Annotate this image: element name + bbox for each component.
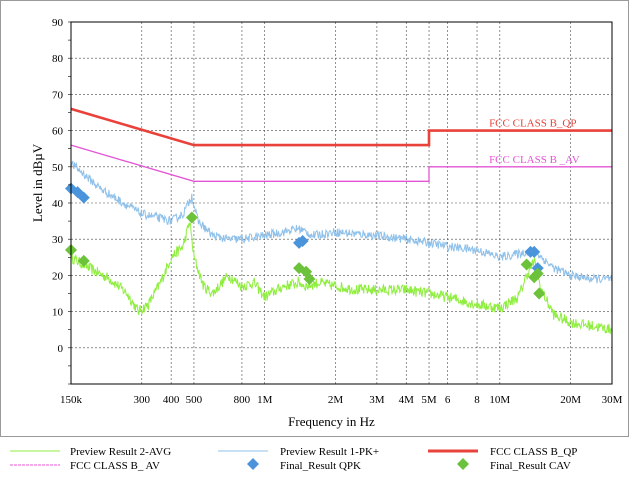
limit-label: FCC CLASS B_QP [489,118,576,130]
x-tick-label: 500 [186,394,203,406]
x-tick-label: 20M [560,394,581,406]
x-tick-label: 1M [257,394,273,406]
limit-fcc-class-b-av [70,144,612,182]
legend-label: Final_Result QPK [280,460,361,472]
legend-label: FCC CLASS B_QP [490,446,577,458]
x-tick-label: 4M [399,394,415,406]
limit-labels: FCC CLASS B_QP FCC CLASS B _AV [489,118,580,166]
x-tick-label: 5M [421,394,437,406]
x-tick-label: 10M [489,394,510,406]
legend-symbol-diamond [247,458,259,470]
marker-final-result-cav [303,273,316,286]
legend-item-preview-result-2-avg: Preview Result 2-AVG [10,446,171,458]
x-tick-label: 150k [60,394,83,406]
x-tick-label: 2M [328,394,344,406]
marker-final-result-qpk [77,191,90,204]
series-layer [70,107,613,335]
x-tick-label: 400 [163,394,180,406]
x-tick-label: 30M [602,394,623,406]
x-tick-label: 3M [369,394,385,406]
y-tick-label: 50 [52,162,64,174]
legend: Preview Result 2-AVG Preview Result 1-PK+… [10,446,577,472]
y-tick-label: 80 [52,53,64,65]
series-preview-result-2-avg [70,221,613,335]
x-tick-label: 300 [134,394,151,406]
legend-item-fcc-class-b-av: FCC CLASS B_ AV [10,460,160,472]
x-tick-label: 800 [234,394,251,406]
marker-final-result-cav [185,211,198,224]
series-preview-result-1-pk [70,160,613,284]
legend-item-fcc-class-b-qp: FCC CLASS B_QP [428,446,577,458]
marker-final-result-cav [520,258,533,271]
x-tick-label: 6 [445,394,451,406]
y-tick-label: 0 [58,343,64,355]
marker-final-result-cav [77,254,90,267]
marker-final-result-qpk [528,245,541,258]
limit-label: FCC CLASS B _AV [489,154,580,166]
plot-frame [70,21,613,385]
legend-label: Preview Result 1-PK+ [280,446,379,458]
x-axis-title: Frequency in Hz [288,414,375,429]
legend-symbol-diamond [457,458,469,470]
marker-layer [65,182,546,300]
legend-item-final-result-cav: Final_Result CAV [457,458,571,472]
y-tick-label: 90 [52,17,64,29]
y-tick-label: 40 [52,198,64,210]
y-tick-label: 20 [52,270,64,282]
marker-final-result-qpk [296,235,309,248]
legend-label: Preview Result 2-AVG [70,446,171,458]
y-tick-label: 60 [52,126,64,138]
legend-label: Final_Result CAV [490,460,571,472]
legend-label: FCC CLASS B_ AV [70,460,160,472]
limit-fcc-class-b-qp [70,107,612,147]
y-axis-title: Level in dBµV [30,143,45,222]
marker-final-result-cav [533,287,546,300]
legend-item-preview-result-1-pk: Preview Result 1-PK+ [218,446,379,458]
x-tick-label: 8 [474,394,480,406]
plot-background [71,22,612,384]
axes: 0 10 20 30 40 50 60 70 80 90 150k 300 400 500 800 1M 2M 3… [0,0,629,437]
y-tick-label: 70 [52,89,64,101]
legend-item-final-result-qpk: Final_Result QPK [247,458,361,472]
plot-area [71,22,612,384]
y-tick-label: 30 [52,234,64,246]
y-tick-label: 10 [52,307,64,319]
marker-final-result-cav [531,267,544,280]
